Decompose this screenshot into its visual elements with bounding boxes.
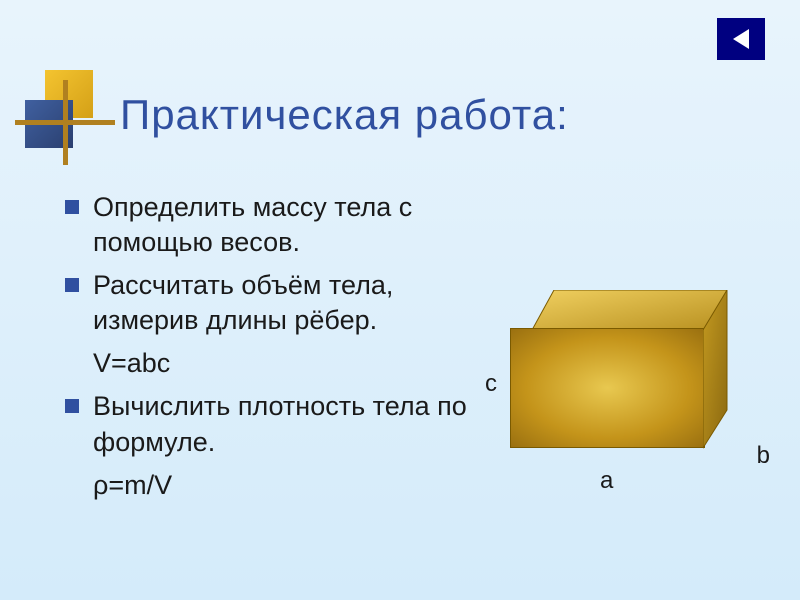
cube-front-face [510,328,705,448]
bullet-marker [65,200,79,214]
cube-label-a: a [600,467,613,495]
bullet-text: Определить массу тела с помощью весов. [93,190,485,260]
bullet-text: Вычислить плотность тела по формуле. [93,389,485,459]
decoration-cross-v [63,80,68,165]
bullet-item: Вычислить плотность тела по формуле. [65,389,485,459]
back-button[interactable] [717,18,765,60]
formula-density: ρ=m/V [93,468,485,503]
bullet-marker [65,399,79,413]
cube-shape: a b c [510,290,750,490]
title-area: Практическая работа: [25,70,569,160]
triangle-left-icon [727,25,755,53]
cube-top-face [532,290,727,330]
cube-side-face [703,290,749,450]
cube-label-b: b [757,442,770,470]
cube-diagram: a b c [510,290,750,490]
page-title: Практическая работа: [120,91,569,139]
cube-label-c: c [485,370,497,398]
bullet-marker [65,278,79,292]
bullet-item: Определить массу тела с помощью весов. [65,190,485,260]
formula-volume: V=abc [93,346,485,381]
title-decoration [25,70,115,160]
bullet-text: Рассчитать объём тела, измерив длины рёб… [93,268,485,338]
content-area: Определить массу тела с помощью весов. Р… [65,190,485,511]
bullet-item: Рассчитать объём тела, измерив длины рёб… [65,268,485,338]
